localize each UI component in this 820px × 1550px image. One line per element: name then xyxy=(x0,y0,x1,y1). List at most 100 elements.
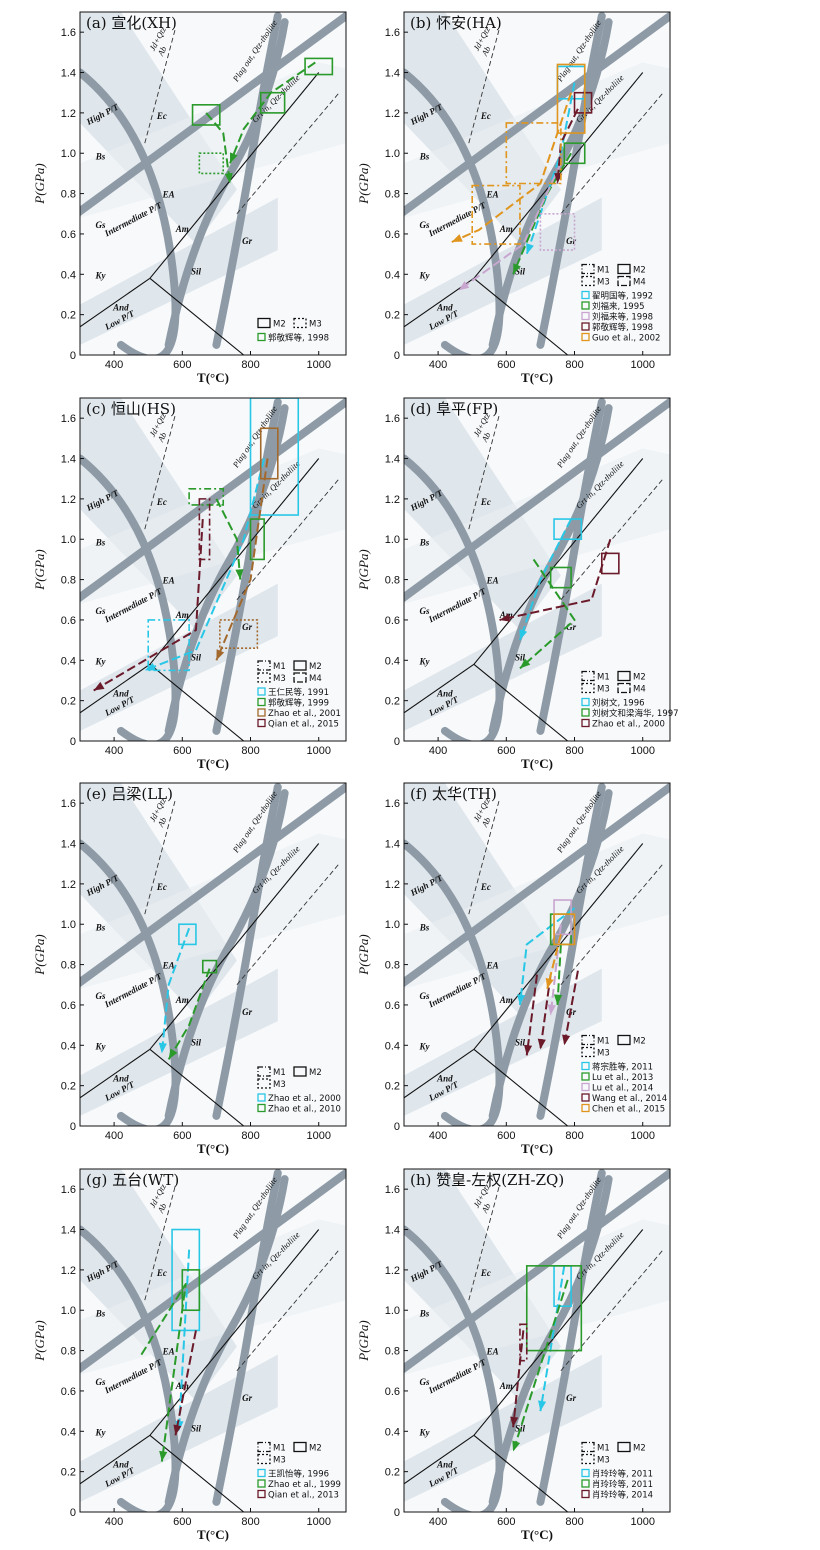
legend-swatch xyxy=(581,1072,590,1081)
granulite-boundary-line xyxy=(212,1169,282,1506)
pt-path-1-0 xyxy=(519,558,576,670)
pt-box-0-0 xyxy=(553,518,583,541)
pt-path-0-0 xyxy=(205,112,232,184)
plot-frame xyxy=(403,11,671,356)
y-tick-label: 0.4 xyxy=(61,1040,76,1052)
legend-stage-swatch xyxy=(581,1034,595,1046)
pt-path-0-0 xyxy=(160,927,191,1054)
pt-path-1-0 xyxy=(512,1279,569,1452)
legend-stage-label: M3 xyxy=(597,278,610,288)
legend-label: Zhao et al., 2000 xyxy=(592,720,665,730)
and-sil-line xyxy=(473,663,569,741)
pt-path-0-0 xyxy=(177,1249,191,1432)
pt-box-1-0 xyxy=(181,1269,201,1312)
x-tick-label: 400 xyxy=(429,359,447,371)
x-tick-label: 400 xyxy=(429,745,447,757)
panel-title: (f) 太华(TH) xyxy=(410,785,497,803)
jd-qtz-reaction-line xyxy=(468,1185,500,1301)
legend-stage-swatch xyxy=(581,275,595,287)
jd-qtz-reaction-line xyxy=(468,414,500,530)
pt-box-1-0 xyxy=(563,142,586,165)
panel-title: (c) 恒山(HS) xyxy=(86,400,176,418)
jd-qtz-reaction-line xyxy=(144,28,176,144)
y-axis-label: P(GPa) xyxy=(356,1320,371,1361)
legend-stage-label: M2 xyxy=(633,673,646,683)
y-tick-label: 1.2 xyxy=(61,494,76,506)
legend-stage-label: M1 xyxy=(273,1444,286,1454)
y-tick-label: 1.2 xyxy=(385,494,400,506)
y-tick-label: 1.6 xyxy=(61,798,76,810)
legend-swatch xyxy=(581,1061,590,1071)
x-tick-label: 1000 xyxy=(306,1130,330,1142)
field-label-4: EA xyxy=(486,576,499,586)
y-tick-label: 0.4 xyxy=(385,269,400,281)
legend-stage-swatch xyxy=(581,670,595,682)
y-tick-label: 0.4 xyxy=(385,1040,400,1052)
ec-boundary-line xyxy=(404,12,670,217)
field-label-7: Bs xyxy=(419,1308,430,1318)
legend-stage-swatch xyxy=(617,1034,631,1046)
pt-arrowhead-4-0 xyxy=(545,977,554,989)
pt-path-2-0 xyxy=(174,1330,197,1436)
x-tick-label: 600 xyxy=(173,1516,191,1528)
y-axis-label: P(GPa) xyxy=(32,163,47,204)
pt-arrowhead-1-0 xyxy=(512,1440,521,1452)
field-label-3: Ec xyxy=(156,1268,167,1278)
and-sil-line xyxy=(473,277,569,355)
legend-stage-label: M2 xyxy=(633,266,646,276)
y-tick-label: 0.2 xyxy=(385,1467,400,1479)
y-tick-label: 0.6 xyxy=(61,615,76,627)
field-label-9: Ky xyxy=(94,270,106,280)
legend-label: Qian et al., 2013 xyxy=(268,1491,339,1501)
y-tick-label: 1.0 xyxy=(385,1305,400,1317)
y-axis-label: P(GPa) xyxy=(356,934,371,975)
pt-path-2-0 xyxy=(512,1330,525,1428)
ky-and-line xyxy=(404,1048,475,1099)
blueschist-boundary-line xyxy=(404,1225,504,1512)
field-label-4: EA xyxy=(162,1347,175,1357)
pt-path-2-0 xyxy=(499,538,612,621)
field-label-9: Ky xyxy=(418,1427,430,1437)
legend-swatch xyxy=(581,1103,590,1113)
pt-arrowhead-1-0 xyxy=(235,569,244,580)
y-tick-label: 0.6 xyxy=(385,1000,400,1012)
x-axis-label: T(°C) xyxy=(197,756,229,771)
legend-stage-swatch xyxy=(617,682,631,694)
x-tick-label: 800 xyxy=(565,1516,583,1528)
legend-label: 刘树文和梁海华, 1997 xyxy=(592,708,679,719)
field-label-10: Sil xyxy=(515,1423,526,1433)
y-tick-label: 0.8 xyxy=(61,960,76,972)
grt-in-reaction-line xyxy=(236,1249,340,1372)
grt-in-reaction-line xyxy=(560,478,664,601)
y-tick-label: 0.6 xyxy=(385,615,400,627)
y-tick-label: 0.2 xyxy=(385,696,400,708)
y-tick-label: 0.8 xyxy=(385,189,400,201)
legend-stage-label: M1 xyxy=(597,1444,610,1454)
legend-label: 王凯怡等, 1996 xyxy=(268,1469,329,1480)
legend-swatch xyxy=(581,322,590,331)
pt-arrowhead-1-0 xyxy=(519,658,531,669)
legend-label: 肖玲玲等, 2011 xyxy=(592,1479,653,1490)
legend-stage-label: M3 xyxy=(597,1049,610,1059)
legend-stage-label: M3 xyxy=(273,674,286,684)
field-label-10: Sil xyxy=(191,266,202,276)
ky-and-line xyxy=(80,663,151,714)
x-tick-label: 800 xyxy=(241,359,259,371)
y-tick-label: 0.2 xyxy=(61,1467,76,1479)
field-label-10: Sil xyxy=(191,1037,202,1047)
y-axis-label: P(GPa) xyxy=(356,163,371,204)
plot-frame xyxy=(79,782,347,1127)
pt-box-1-1 xyxy=(249,518,265,561)
y-tick-label: 0 xyxy=(394,1507,400,1519)
y-tick-label: 0.6 xyxy=(61,229,76,241)
low-pt-band xyxy=(404,583,602,731)
x-tick-label: 400 xyxy=(429,1130,447,1142)
x-tick-label: 1000 xyxy=(630,745,654,757)
legend-stage-label: M2 xyxy=(309,1444,322,1454)
y-tick-label: 0.2 xyxy=(61,310,76,322)
